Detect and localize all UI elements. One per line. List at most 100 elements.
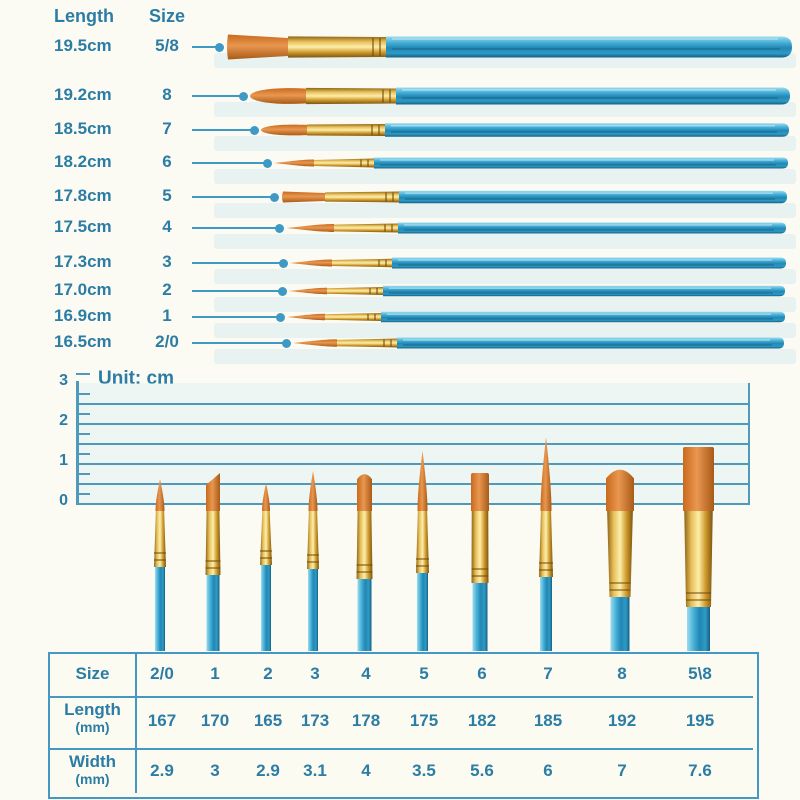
ruler-minor-tick xyxy=(76,413,90,415)
ruler-axis-label: 3 xyxy=(59,372,68,389)
leader-dot xyxy=(239,91,248,101)
table-row-divider xyxy=(50,748,753,750)
length-mm-cell: 182 xyxy=(467,711,497,730)
length-mm-cell: 192 xyxy=(607,711,637,730)
leader-dot xyxy=(278,286,287,296)
row-highlight-band xyxy=(214,297,796,312)
length-mm-cell: 178 xyxy=(351,711,381,730)
paint-brush-horizontal xyxy=(281,182,789,212)
table-row-header: Length (mm) xyxy=(50,700,135,735)
paint-brush-vertical xyxy=(201,473,225,651)
size-cell: 5\8 xyxy=(688,664,712,683)
paint-brush-vertical xyxy=(256,483,276,651)
table-header-divider xyxy=(135,654,137,793)
leader-dot xyxy=(279,258,288,268)
leader-line xyxy=(192,316,279,318)
table-row-header-title: Length xyxy=(64,700,121,719)
paint-brush-horizontal xyxy=(289,276,787,306)
leader-line xyxy=(192,162,266,164)
paint-brush-vertical xyxy=(535,437,557,651)
size-value: 7 xyxy=(162,119,172,138)
table-row-header-title: Width xyxy=(68,752,117,771)
size-cell: 8 xyxy=(617,664,627,683)
leader-dot xyxy=(275,223,284,233)
length-mm-cell: 170 xyxy=(200,711,230,730)
ruler-gridline xyxy=(76,403,748,405)
spec-table: Size Length (mm) Width (mm) 2/0 1 2 3 4 5 6 7 8 5\8 167… xyxy=(48,652,759,799)
paint-brush-vertical xyxy=(303,471,323,651)
ruler-minor-tick xyxy=(76,373,90,375)
paint-brush-vertical xyxy=(678,447,719,651)
width-mm-cell: 6 xyxy=(543,761,553,780)
size-value: 6 xyxy=(162,152,172,171)
size-cell: 1 xyxy=(210,664,220,683)
width-mm-cell: 3.1 xyxy=(303,761,327,780)
ruler-right-border xyxy=(748,383,750,505)
row-highlight-band xyxy=(214,102,796,117)
leader-dot xyxy=(263,158,272,168)
length-value: 17.8cm xyxy=(54,186,112,205)
ruler-gridline xyxy=(76,423,748,425)
size-value: 5 xyxy=(162,186,172,205)
paint-brush-horizontal xyxy=(286,213,788,243)
row-highlight-band xyxy=(214,169,796,184)
leader-line xyxy=(192,196,273,198)
leader-dot xyxy=(282,338,291,348)
ruler-axis-label: 2 xyxy=(59,412,68,429)
row-highlight-band xyxy=(214,349,796,364)
paint-brush-vertical xyxy=(466,473,494,651)
ruler-minor-tick xyxy=(76,453,90,455)
size-cell: 6 xyxy=(477,664,487,683)
length-mm-cell: 165 xyxy=(253,711,283,730)
width-mm-cell: 2.9 xyxy=(150,761,174,780)
width-mm-cell: 3.5 xyxy=(412,761,436,780)
leader-line xyxy=(192,129,253,131)
paint-brush-horizontal xyxy=(290,248,788,278)
leader-dot xyxy=(250,125,259,135)
table-row-header: Width (mm) xyxy=(50,752,135,787)
leader-dot xyxy=(276,312,285,322)
table-row-header: Size xyxy=(50,664,135,683)
leader-line xyxy=(192,95,242,97)
width-mm-cell: 2.9 xyxy=(256,761,280,780)
paint-brush-horizontal xyxy=(287,302,787,332)
size-cell: 4 xyxy=(361,664,371,683)
length-mm-cell: 175 xyxy=(409,711,439,730)
unit-label: Unit: cm xyxy=(98,368,174,389)
paint-brush-horizontal xyxy=(274,148,790,178)
size-value: 1 xyxy=(162,306,172,325)
length-value: 16.5cm xyxy=(54,332,112,351)
length-value: 17.5cm xyxy=(54,217,112,236)
table-row-divider xyxy=(50,696,753,698)
table-row-header-sub: (mm) xyxy=(75,719,110,735)
paint-brush-horizontal xyxy=(250,81,792,111)
paint-brush-vertical xyxy=(601,463,639,651)
size-cell: 3 xyxy=(310,664,320,683)
width-mm-cell: 3 xyxy=(210,761,220,780)
paint-brush-vertical xyxy=(412,451,433,651)
length-value: 19.2cm xyxy=(54,85,112,104)
row-highlight-band xyxy=(214,136,796,151)
leader-line xyxy=(192,342,285,344)
width-mm-cell: 5.6 xyxy=(470,761,494,780)
size-cell: 2 xyxy=(263,664,273,683)
length-value: 16.9cm xyxy=(54,306,112,325)
row-highlight-band xyxy=(214,323,796,338)
size-cell: 7 xyxy=(543,664,553,683)
table-row-header-sub: (mm) xyxy=(75,771,110,787)
size-cell: 5 xyxy=(419,664,429,683)
leader-dot xyxy=(270,192,279,202)
length-mm-cell: 167 xyxy=(147,711,177,730)
size-value: 5/8 xyxy=(155,36,179,55)
size-column-header: Size xyxy=(148,6,186,26)
length-mm-cell: 195 xyxy=(685,711,715,730)
ruler-gridline xyxy=(76,463,748,465)
leader-line xyxy=(192,227,278,229)
ruler-gridline xyxy=(76,483,748,485)
paint-brush-vertical xyxy=(150,479,170,651)
size-value: 2/0 xyxy=(155,332,179,351)
ruler-gridline xyxy=(76,503,748,505)
width-mm-cell: 4 xyxy=(361,761,371,780)
width-mm-cell: 7.6 xyxy=(688,761,712,780)
ruler-axis-label: 0 xyxy=(59,492,68,509)
